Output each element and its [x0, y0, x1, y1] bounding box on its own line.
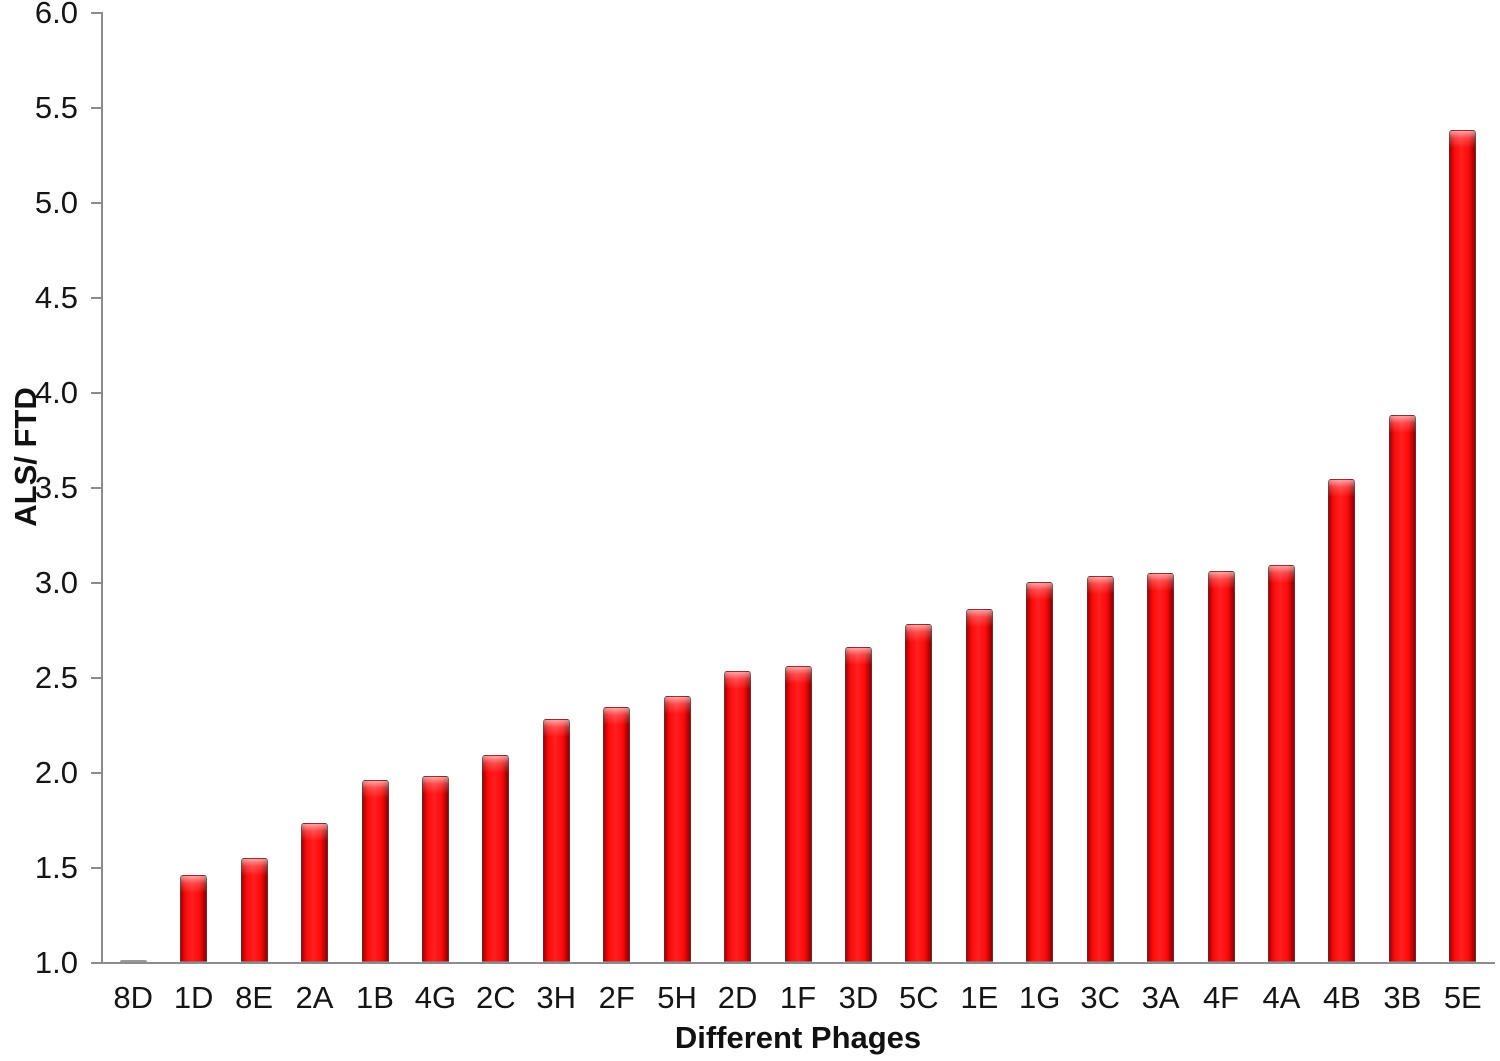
bar [724, 671, 752, 962]
y-tick-label: 6.0 [34, 0, 78, 30]
y-tick [91, 582, 101, 584]
x-category-label: 3C [1080, 980, 1120, 1015]
bar [482, 754, 510, 962]
x-category-label: 1F [779, 980, 817, 1015]
x-category-label: 5H [657, 980, 697, 1015]
x-category-label: 4F [1202, 980, 1240, 1015]
x-category-label: 2C [475, 980, 516, 1015]
x-category-label: 5C [899, 980, 939, 1015]
bar [1328, 479, 1356, 962]
y-tick-label: 2.0 [34, 755, 78, 790]
y-tick [91, 677, 101, 679]
bar [1026, 582, 1054, 962]
y-tick [91, 772, 101, 774]
x-category-label: 4B [1322, 980, 1361, 1015]
x-category-label: 5E [1443, 980, 1482, 1015]
y-tick-label: 3.0 [34, 565, 78, 600]
bar [421, 775, 449, 962]
x-category-label: 1G [1019, 980, 1061, 1015]
x-axis-line [101, 962, 1495, 964]
bar [965, 608, 993, 962]
x-category-label: 3H [536, 980, 577, 1015]
x-category-label: 1E [960, 980, 999, 1015]
y-tick-label: 1.5 [34, 850, 78, 885]
x-axis-title: Different Phages [674, 1020, 922, 1055]
x-category-label: 2A [295, 980, 334, 1015]
bar [1449, 129, 1477, 962]
bar [301, 823, 328, 962]
y-tick-label: 3.5 [34, 470, 78, 505]
x-category-label: 3A [1141, 980, 1180, 1015]
bar [1086, 576, 1114, 962]
y-tick-label: 5.5 [34, 90, 78, 125]
bar [844, 646, 872, 962]
y-tick [91, 487, 101, 489]
y-tick-label: 2.5 [34, 660, 78, 695]
x-category-label: 4A [1262, 980, 1301, 1015]
y-axis-line [101, 12, 103, 964]
x-category-label: 8E [235, 980, 274, 1015]
x-category-label: 8D [113, 980, 154, 1015]
bar [240, 857, 268, 962]
x-category-label: 2F [598, 980, 635, 1015]
y-tick-label: 1.0 [34, 945, 78, 980]
bar [603, 707, 631, 962]
x-category-label: 1D [173, 980, 214, 1015]
x-category-label: 1B [355, 980, 394, 1015]
bar [119, 960, 147, 963]
y-tick [91, 297, 101, 299]
bar [663, 696, 691, 962]
y-tick [91, 867, 101, 869]
x-category-label: 4G [414, 980, 457, 1015]
bar [1207, 570, 1235, 962]
x-category-label: 3B [1383, 980, 1422, 1015]
bar [1147, 572, 1175, 962]
y-tick [91, 962, 101, 964]
bar [1268, 564, 1295, 962]
bar [1388, 414, 1416, 962]
y-tick-label: 5.0 [34, 185, 78, 220]
bar [361, 779, 389, 962]
y-tick [91, 107, 101, 109]
bar [905, 623, 933, 962]
y-tick-label: 4.0 [34, 375, 78, 410]
y-tick-label: 4.5 [34, 280, 78, 315]
y-tick [91, 392, 101, 394]
bar [180, 874, 208, 962]
y-tick [91, 202, 101, 204]
bar [542, 718, 570, 962]
x-category-label: 3D [838, 980, 879, 1015]
x-category-label: 2D [717, 980, 758, 1015]
y-tick [91, 12, 101, 14]
bar [784, 665, 812, 962]
